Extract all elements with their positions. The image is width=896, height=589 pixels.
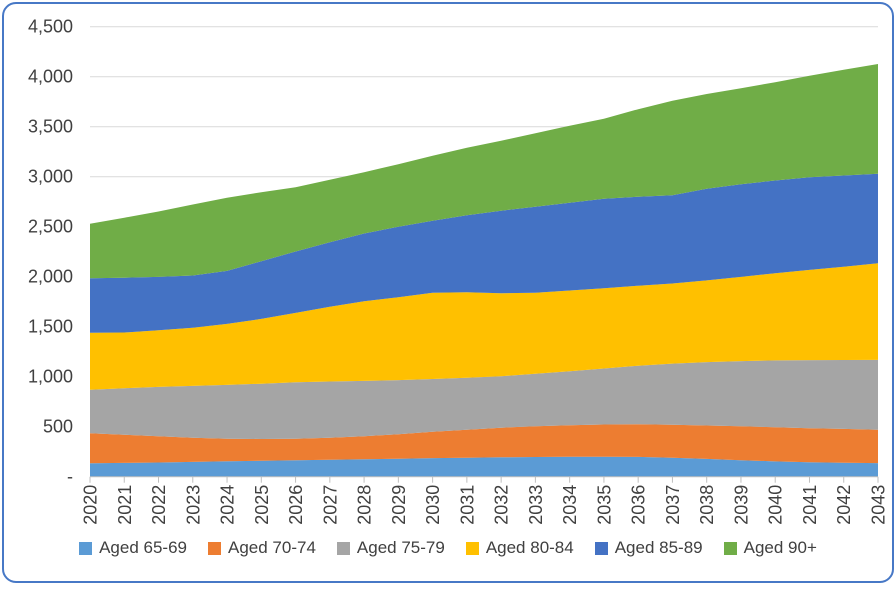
x-axis-label: 2042 (834, 485, 854, 525)
area-series-aged-70-74 (90, 424, 878, 464)
x-axis-label: 2034 (560, 485, 580, 525)
y-axis-label: 1,000 (28, 367, 73, 387)
x-axis-label: 2036 (629, 485, 649, 525)
y-axis-label: 500 (43, 417, 73, 437)
legend-swatch-aged-85-89 (594, 542, 608, 555)
x-axis-label: 2028 (355, 485, 375, 525)
x-axis-label: 2035 (594, 485, 614, 525)
area-series-aged-85-89 (90, 173, 878, 333)
x-axis-label: 2041 (800, 485, 820, 525)
y-axis-label: - (67, 467, 73, 487)
x-axis-label: 2025 (252, 485, 272, 525)
y-axis-label: 3,500 (28, 117, 73, 137)
legend-item-aged-80-84: Aged 80-84 (465, 538, 574, 558)
legend-swatch-aged-65-69 (79, 542, 93, 555)
legend-label: Aged 65-69 (99, 538, 187, 557)
x-axis-label: 2037 (663, 485, 683, 525)
y-axis-label: 3,000 (28, 167, 73, 187)
x-axis-label: 2021 (115, 485, 135, 525)
x-axis-label: 2023 (183, 485, 203, 525)
chart-legend: Aged 65-69 Aged 70-74 Aged 75-79 Aged 80-84… (4, 538, 892, 558)
x-axis-label: 2026 (286, 485, 306, 525)
legend-label: Aged 75-79 (356, 538, 445, 557)
stacked-area-plot: 4,500 4,000 3,500 3,000 2,500 2,000 1,500 1,000… (28, 17, 889, 525)
x-axis-label: 2033 (526, 485, 546, 525)
x-axis-label: 2038 (697, 485, 717, 525)
legend-item-aged-65-69: Aged 65-69 (79, 538, 187, 558)
x-axis-label: 2024 (218, 485, 238, 525)
legend-label: Aged 90+ (743, 538, 817, 557)
legend-label: Aged 80-84 (485, 538, 574, 557)
x-axis-label: 2022 (149, 485, 169, 525)
y-axis-label: 2,000 (28, 267, 73, 287)
area-series-aged-75-79 (90, 359, 878, 439)
x-axis-label: 2031 (457, 485, 477, 525)
x-axis-label: 2043 (869, 485, 889, 525)
y-axis-label: 4,500 (28, 17, 73, 37)
legend-swatch-aged-70-74 (208, 542, 221, 555)
legend-swatch-aged-75-79 (336, 542, 350, 555)
area-series-aged-90- (90, 64, 878, 279)
legend-item-aged-85-89: Aged 85-89 (594, 538, 703, 558)
x-axis-label: 2030 (423, 485, 443, 525)
y-axis-label: 4,000 (28, 67, 73, 87)
x-axis-label: 2029 (389, 485, 409, 525)
legend-label: Aged 85-89 (614, 538, 703, 557)
x-axis-label: 2027 (320, 485, 340, 525)
legend-item-aged-75-79: Aged 75-79 (336, 538, 445, 558)
x-axis-label: 2020 (81, 485, 101, 525)
y-axis-label: 2,500 (28, 217, 73, 237)
legend-item-aged-90-: Aged 90+ (723, 538, 817, 558)
legend-swatch-aged-90- (723, 542, 737, 555)
y-axis-label: 1,500 (28, 317, 73, 337)
x-axis-label: 2040 (766, 485, 786, 525)
area-series-aged-65-69 (90, 456, 878, 477)
area-series-aged-80-84 (90, 263, 878, 390)
legend-label: Aged 70-74 (228, 538, 316, 557)
x-axis-label: 2039 (731, 485, 751, 525)
legend-item-aged-70-74: Aged 70-74 (208, 538, 316, 558)
x-axis-label: 2032 (492, 485, 512, 525)
legend-swatch-aged-80-84 (465, 542, 479, 555)
